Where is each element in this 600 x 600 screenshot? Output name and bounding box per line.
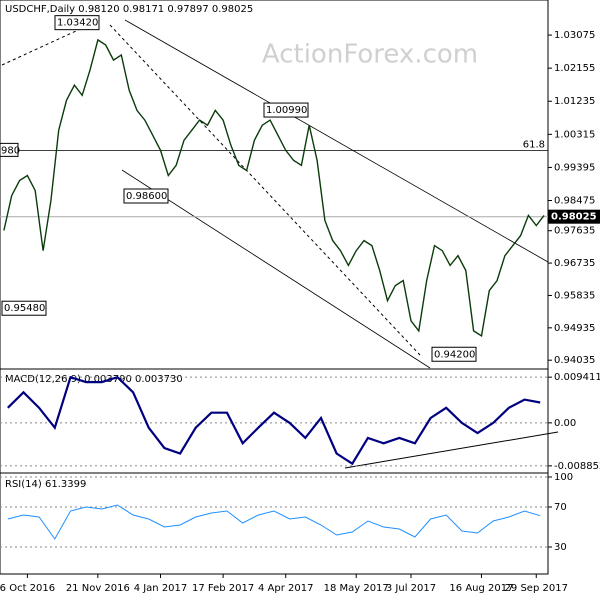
- y-tick-label: 30: [554, 542, 567, 553]
- x-tick-label: 17 Feb 2017: [192, 583, 254, 594]
- y-tick-label: 0.98475: [554, 196, 595, 207]
- watermark: ActionForex.com: [262, 40, 478, 70]
- panel-title: RSI(14) 61.3399: [5, 479, 86, 490]
- fib-label: 61.8: [523, 139, 545, 150]
- fib-left-label: 980: [1, 145, 20, 156]
- y-tick-label: 0.95835: [554, 290, 595, 301]
- annotation-label: 1.03420: [57, 18, 98, 29]
- y-tick-label: 1.03075: [554, 30, 595, 41]
- y-tick-label: 0.009411: [554, 372, 600, 383]
- y-tick-label: 0.94035: [554, 355, 595, 366]
- last-price-box: [548, 209, 600, 224]
- y-tick-label: 1.02155: [554, 63, 595, 74]
- line: [7, 504, 541, 540]
- x-tick-label: 4 Apr 2017: [258, 583, 313, 594]
- channel-line: [121, 169, 431, 369]
- fib-left-box: [0, 142, 19, 157]
- annotation-label: 0.95480: [4, 303, 45, 314]
- line: [3, 38, 545, 338]
- trend-line: [344, 431, 559, 469]
- annotation-label: 1.00990: [266, 105, 307, 116]
- x-tick-label: 4 Jan 2017: [134, 583, 188, 594]
- annotation-box: [431, 346, 477, 362]
- line: [7, 375, 541, 466]
- last-price-label: 0.98025: [551, 212, 597, 223]
- y-tick-label: 0.94935: [554, 323, 595, 334]
- x-tick-label: 21 Nov 2016: [66, 583, 130, 594]
- annotation-box: [54, 15, 100, 31]
- plot-frame: [0, 0, 549, 575]
- y-tick-label: 0.97635: [554, 226, 595, 237]
- y-tick-label: 0.00: [554, 418, 576, 429]
- x-tick-label: 18 May 2017: [324, 583, 389, 594]
- channel-line: [124, 19, 549, 263]
- y-tick-label: 1.00315: [554, 129, 595, 140]
- annotation-box: [123, 188, 169, 204]
- y-tick-label: 0.99395: [554, 162, 595, 173]
- y-tick-label: 1.01235: [554, 96, 595, 107]
- panel-title: MACD(12,26,9) 0.003790 0.003730: [5, 374, 183, 385]
- y-tick-label: 70: [554, 502, 567, 513]
- x-tick-label: 6 Oct 2016: [0, 583, 55, 594]
- annotation-label: 0.94200: [434, 349, 475, 360]
- annotation-box: [263, 102, 309, 118]
- annotation-label: 0.98600: [126, 191, 167, 202]
- chart-title: USDCHF,Daily 0.98120 0.98171 0.97897 0.9…: [5, 4, 253, 15]
- y-tick-label: 100: [554, 472, 573, 483]
- annotation-box: [1, 300, 47, 316]
- x-tick-label: 16 Aug 2017: [449, 583, 513, 594]
- y-tick-label: -0.008852: [554, 461, 600, 472]
- x-tick-label: 29 Sep 2017: [505, 583, 568, 594]
- x-tick-label: 3 Jul 2017: [386, 583, 436, 594]
- y-tick-label: 0.96735: [554, 258, 595, 269]
